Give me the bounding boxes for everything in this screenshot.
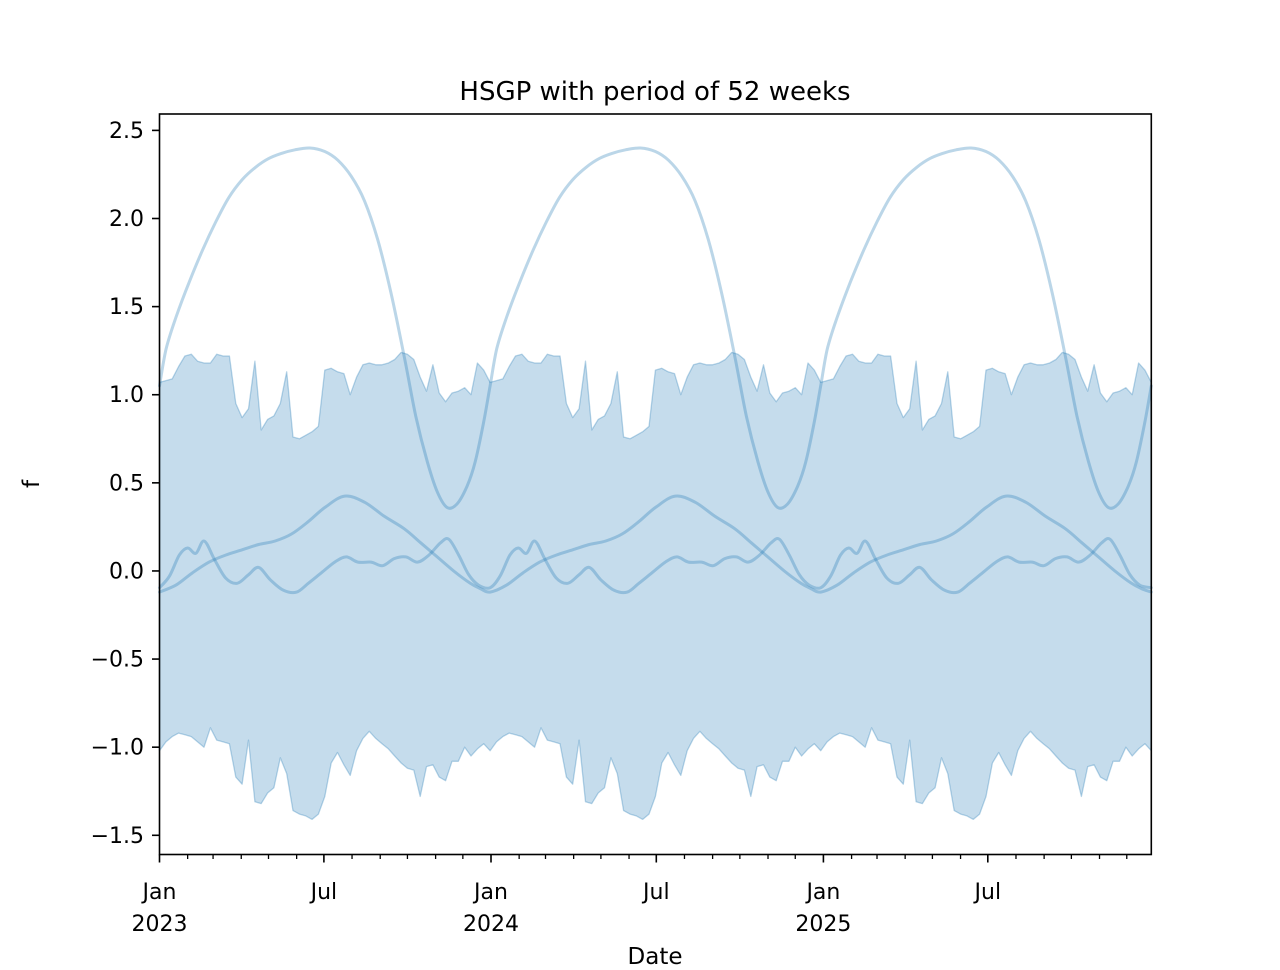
- y-tick-label: 1.0: [109, 383, 144, 408]
- y-axis-label: f: [19, 479, 46, 489]
- x-tick-label-year: 2024: [463, 912, 519, 937]
- x-tick-label-year: 2025: [795, 912, 851, 937]
- y-tick-label: 0.0: [109, 559, 144, 584]
- credible-band: [158, 351, 1152, 821]
- x-tick-label-month: Jul: [973, 880, 1002, 905]
- sample-large-amplitude: [158, 146, 1153, 510]
- y-tick-label: 2.0: [109, 207, 144, 232]
- y-tick-label: −1.0: [91, 736, 144, 761]
- x-axis-label: Date: [627, 944, 683, 970]
- y-tick-label: 2.5: [109, 119, 144, 144]
- axes-spines: [158, 113, 1153, 856]
- y-tick-label: 0.5: [109, 471, 144, 496]
- y-tick-label: 1.5: [109, 295, 144, 320]
- y-tick-label: −0.5: [91, 648, 144, 673]
- x-tick-label-month: Jan: [804, 880, 840, 905]
- sample-medium-amplitude: [158, 494, 1153, 594]
- x-tick-label-month: Jul: [309, 880, 338, 905]
- chart-title: HSGP with period of 52 weeks: [459, 77, 851, 107]
- sample-small-wiggly: [158, 537, 1153, 595]
- x-tick-label-month: Jul: [641, 880, 670, 905]
- x-tick-label-month: Jan: [472, 880, 508, 905]
- y-tick-label: −1.5: [91, 824, 144, 849]
- x-tick-label-month: Jan: [141, 880, 177, 905]
- x-tick-label-year: 2023: [132, 912, 188, 937]
